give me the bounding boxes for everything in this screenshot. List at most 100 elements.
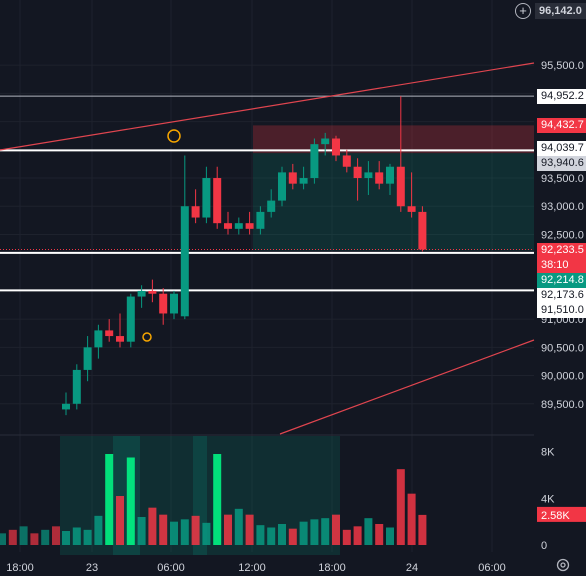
candle[interactable] [278, 166, 286, 207]
candle[interactable] [267, 189, 276, 218]
volume-bar [0, 533, 6, 545]
volume-bar [332, 514, 340, 545]
candle-body [62, 403, 70, 410]
candle-body [278, 172, 286, 201]
candle[interactable] [321, 132, 330, 156]
price-axis-tick: 95,500.0 [541, 60, 584, 72]
trend-line-lower[interactable] [279, 339, 535, 435]
alert-marker[interactable] [167, 129, 181, 143]
price-level-label: 91,510.0 [537, 302, 586, 318]
volume-bar [267, 527, 276, 545]
volume-bar [224, 514, 232, 545]
candle[interactable] [396, 96, 405, 212]
candle-body [170, 293, 178, 314]
candle-body [191, 206, 200, 218]
candle-body [148, 290, 157, 294]
candle[interactable] [62, 392, 70, 416]
short-stop-zone[interactable] [253, 125, 534, 154]
time-axis-tick: 12:00 [238, 562, 266, 574]
candle[interactable] [299, 166, 308, 190]
alert-marker[interactable] [142, 332, 152, 342]
candle-body [353, 166, 362, 179]
candle[interactable] [202, 166, 211, 224]
time-axis-tick: 06:00 [157, 562, 185, 574]
volume-bar [342, 529, 351, 545]
candle[interactable] [256, 206, 265, 235]
volume-bar [83, 529, 92, 545]
price-axis-tick: 90,000.0 [541, 371, 584, 383]
candle[interactable] [126, 293, 135, 348]
price-axis-tick: 92,500.0 [541, 229, 584, 241]
candle-body [245, 223, 254, 229]
candle[interactable] [213, 166, 222, 229]
candle[interactable] [137, 285, 146, 308]
candle[interactable] [288, 163, 297, 190]
candle-body [299, 178, 308, 184]
price-level-label: 93,940.6 [537, 155, 586, 171]
candle[interactable] [105, 319, 114, 342]
candle[interactable] [418, 206, 427, 252]
candle[interactable] [353, 158, 362, 201]
candle[interactable] [342, 149, 351, 173]
candle[interactable] [375, 161, 384, 190]
candle[interactable] [159, 288, 168, 325]
candle-body [310, 144, 319, 179]
volume-bar [19, 526, 28, 545]
candle[interactable] [386, 163, 394, 195]
candle[interactable] [148, 279, 157, 303]
candle[interactable] [234, 217, 243, 235]
price-level-label: 38:10 [537, 257, 586, 273]
candle[interactable] [364, 161, 373, 195]
volume-bar [159, 514, 168, 545]
volume-bar [310, 519, 319, 545]
time-axis[interactable]: 18:00 23 06:00 12:00 18:00 24 06:00 [6, 562, 506, 574]
volume-axis-tick: 4K [541, 493, 555, 505]
volume-bar [299, 521, 308, 545]
volume-bar [202, 522, 211, 545]
volume-bar [116, 496, 124, 545]
top-price-badge: + 96,142.0 [515, 2, 586, 20]
volume-bar [213, 454, 222, 545]
candle[interactable] [332, 135, 340, 162]
candle[interactable] [116, 313, 124, 348]
current-price-label: 96,142.0 [535, 3, 586, 19]
volume-axis-tick: 0 [541, 540, 547, 552]
candle-body [83, 347, 92, 370]
candle-body [256, 211, 265, 229]
price-level-label: 92,173.6 [537, 287, 586, 303]
price-level-label: 94,039.7 [537, 140, 586, 156]
volume-bar [375, 524, 384, 545]
price-axis[interactable]: 95,500.095,000.094,500.093,500.093,000.0… [541, 60, 584, 411]
volume-bar [288, 528, 297, 545]
candle[interactable] [407, 172, 416, 218]
candle[interactable] [83, 336, 92, 382]
price-level-label: 94,952.2 [537, 89, 586, 105]
candle[interactable] [94, 324, 103, 359]
candle[interactable] [191, 189, 200, 224]
volume-bar [62, 531, 70, 545]
volume-bars [0, 454, 427, 545]
volume-bar [148, 507, 157, 545]
candle[interactable] [72, 364, 81, 410]
candle[interactable] [224, 211, 232, 235]
volume-bar [126, 457, 135, 545]
volume-bar [364, 518, 373, 545]
volume-bar [245, 514, 254, 545]
price-level-label: 92,233.5 [537, 242, 586, 258]
plus-circle-icon[interactable]: + [515, 3, 531, 19]
candle-body [137, 290, 146, 297]
volume-bar [396, 469, 405, 545]
time-axis-tick: 18:00 [318, 562, 346, 574]
price-level-label: 92,214.8 [537, 272, 586, 288]
candle[interactable] [310, 138, 319, 184]
candle[interactable] [245, 211, 254, 235]
trend-line-upper[interactable] [0, 62, 535, 151]
candle[interactable] [180, 155, 189, 320]
candle[interactable] [170, 290, 178, 320]
volume-axis[interactable]: 8K 4K 0 [541, 447, 555, 552]
candle-body [72, 369, 81, 404]
gear-icon[interactable] [556, 558, 570, 572]
candle-body [342, 155, 351, 167]
